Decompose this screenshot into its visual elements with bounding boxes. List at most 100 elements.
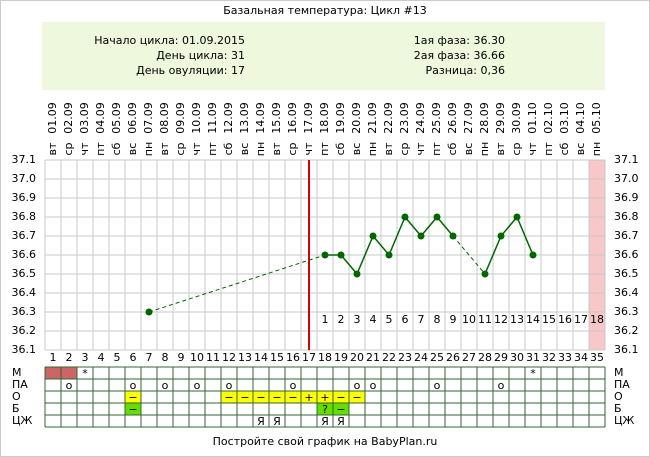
track-mark: + <box>320 391 329 404</box>
y-tick-label: 36.7 <box>12 229 37 242</box>
track-mark: o <box>162 379 169 392</box>
cycle-day-label: 17 <box>574 313 588 326</box>
y-tick-label-right: 36.5 <box>614 267 639 280</box>
line-segment <box>388 216 406 256</box>
x-tick-label: 18 <box>318 351 332 364</box>
date-label: 20.09 <box>350 102 363 134</box>
date-label: 01.09 <box>46 102 59 134</box>
x-tick-label: 29 <box>494 351 508 364</box>
line-segment <box>356 235 374 275</box>
point <box>369 232 377 240</box>
cycle-day-label: 1 <box>322 313 329 326</box>
cycle-day-label: 8 <box>434 313 441 326</box>
weekday-label: вт <box>158 142 171 155</box>
weekday-label: пт <box>318 142 331 156</box>
x-tick-label: 22 <box>382 351 396 364</box>
cycle-day-label: 7 <box>418 313 425 326</box>
track-mark: o <box>290 379 297 392</box>
track-mark: Я <box>321 415 329 428</box>
track-cell <box>253 391 269 403</box>
weekday-label: сб <box>110 142 123 155</box>
cycle-day-label: 3 <box>354 313 361 326</box>
weekday-label: чт <box>414 142 427 155</box>
track-cell <box>301 391 317 403</box>
weekday-label: ср <box>398 142 411 155</box>
weekday-label: ср <box>62 142 75 155</box>
track-mark: − <box>128 403 137 416</box>
line-segment <box>340 254 358 275</box>
cycle-day-label: 4 <box>370 313 377 326</box>
weekday-label: вс <box>462 143 475 156</box>
x-tick-label: 26 <box>446 351 460 364</box>
x-tick-label: 12 <box>222 351 236 364</box>
cycle-day-label: 18 <box>590 313 604 326</box>
date-label: 15.09 <box>270 102 283 134</box>
track-cell <box>349 391 365 403</box>
line-segment <box>516 216 534 256</box>
x-tick-label: 1 <box>50 351 57 364</box>
weekday-label: пн <box>142 142 155 156</box>
track-mark: o <box>66 379 73 392</box>
track-label-right: М <box>614 366 624 379</box>
date-label: 01.10 <box>526 102 539 134</box>
track-cell <box>285 391 301 403</box>
x-tick-label: 20 <box>350 351 364 364</box>
point <box>497 232 505 240</box>
track-label-right: ПА <box>614 378 630 391</box>
y-tick-label: 37.1 <box>12 153 37 166</box>
weekday-label: пн <box>366 142 379 156</box>
track-label-right: Б <box>614 402 622 415</box>
date-label: 18.09 <box>318 102 331 134</box>
x-tick-label: 25 <box>430 351 444 364</box>
date-label: 04.10 <box>574 102 587 134</box>
x-tick-label: 9 <box>178 351 185 364</box>
y-tick-label-right: 36.8 <box>614 210 639 223</box>
date-label: 24.09 <box>414 102 427 134</box>
track-mark: o <box>370 379 377 392</box>
track-mark: ? <box>322 403 328 416</box>
weekday-label: пт <box>206 142 219 156</box>
line-segment <box>484 235 502 275</box>
y-tick-label-right: 37.1 <box>614 153 639 166</box>
point <box>337 251 345 259</box>
weekday-label: вт <box>46 142 59 155</box>
x-tick-label: 23 <box>398 351 412 364</box>
line-segment <box>436 216 454 237</box>
x-tick-label: 7 <box>146 351 153 364</box>
line-segment <box>420 216 438 237</box>
date-label: 19.09 <box>334 102 347 134</box>
date-label: 29.09 <box>494 102 507 134</box>
y-tick-label: 36.2 <box>12 324 37 337</box>
date-label: 02.09 <box>62 102 75 134</box>
weekday-label: чт <box>526 142 539 155</box>
date-label: 03.10 <box>558 102 571 134</box>
weekday-label: ср <box>174 142 187 155</box>
cycle-day-label: 14 <box>526 313 540 326</box>
cycle-day-label: 5 <box>386 313 393 326</box>
weekday-label: вс <box>574 143 587 156</box>
x-tick-label: 8 <box>162 351 169 364</box>
weekday-label: вт <box>270 142 283 155</box>
weekday-label: сб <box>446 142 459 155</box>
weekday-label: чт <box>190 142 203 155</box>
info-text: Начало цикла: 01.09.2015 <box>94 34 245 47</box>
track-mark: Я <box>337 415 345 428</box>
info-text: Разница: 0,36 <box>426 64 506 77</box>
x-tick-label: 24 <box>414 351 428 364</box>
cycle-day-label: 12 <box>494 313 508 326</box>
x-tick-label: 17 <box>302 351 316 364</box>
point <box>321 251 329 259</box>
point <box>385 251 393 259</box>
track-label: ЦЖ <box>12 414 33 427</box>
track-mark: o <box>130 379 137 392</box>
date-label: 08.09 <box>158 102 171 134</box>
weekday-label: чт <box>302 142 315 155</box>
date-label: 16.09 <box>286 102 299 134</box>
weekday-label: пн <box>590 142 603 156</box>
date-label: 22.09 <box>382 102 395 134</box>
weekday-label: вт <box>494 142 507 155</box>
date-label: 03.09 <box>78 102 91 134</box>
x-tick-label: 34 <box>574 351 588 364</box>
point <box>145 308 153 316</box>
x-tick-label: 30 <box>510 351 524 364</box>
